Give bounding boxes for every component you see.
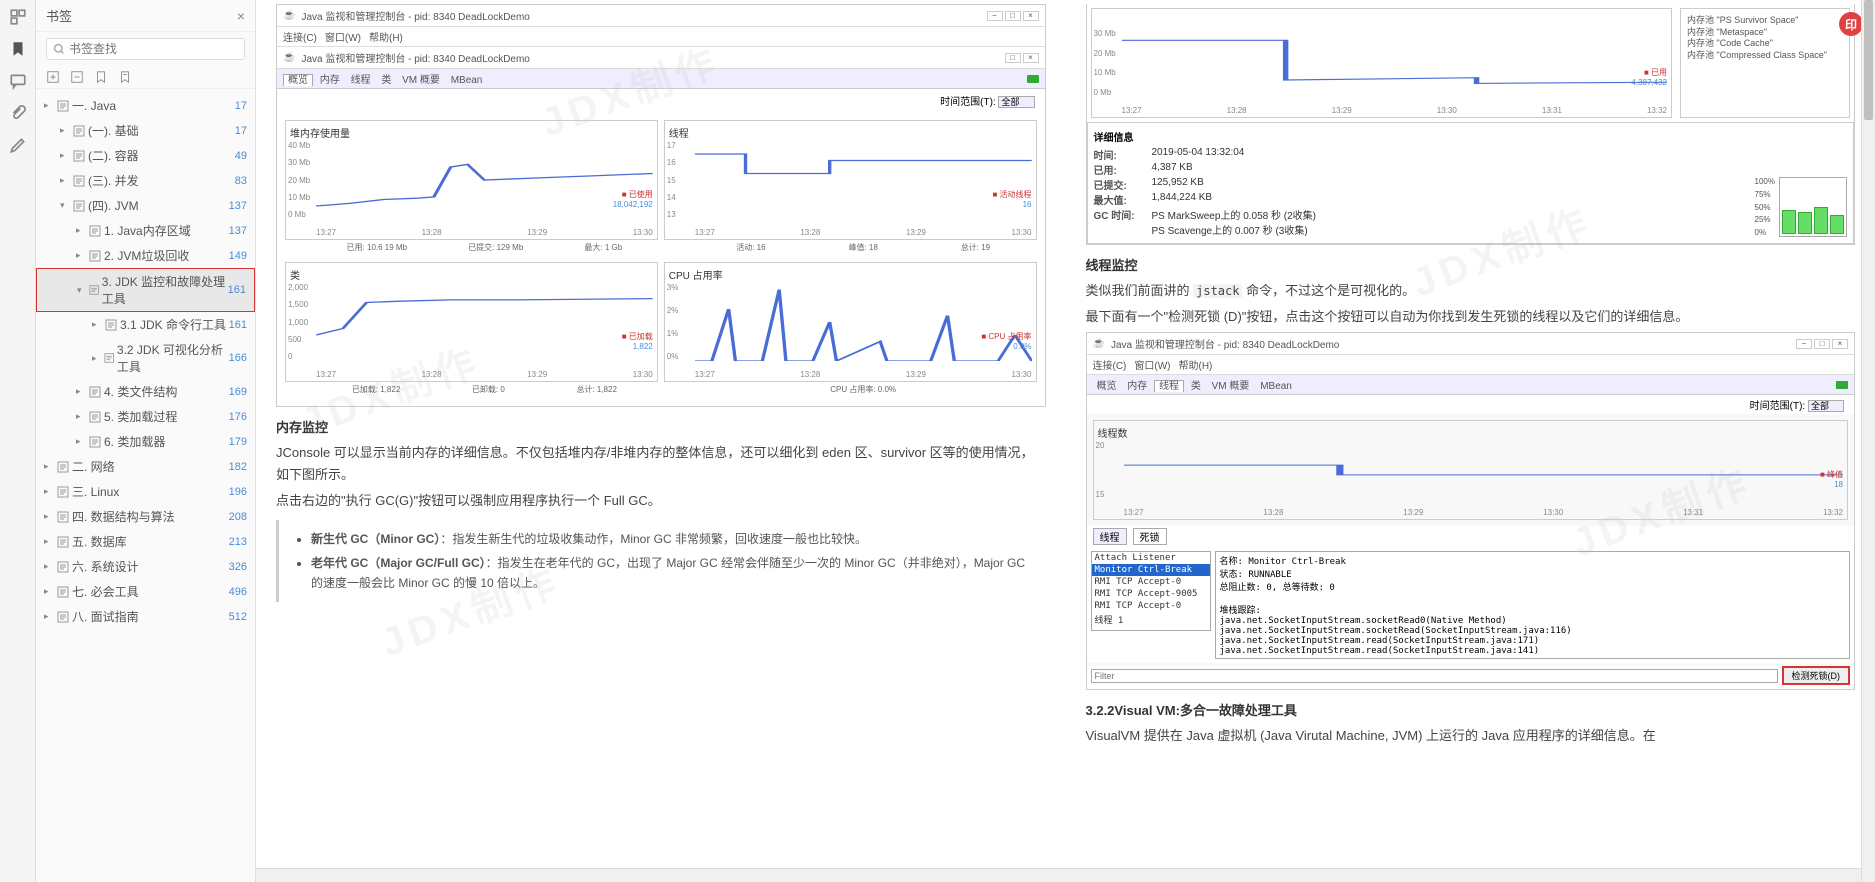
bookmark-sidebar: 书签 × ▸一. Java17▸(一). 基础17▸(二). 容器49▸(三).… [36, 0, 256, 882]
tree-item[interactable]: ▸3.1 JDK 命令行工具161 [36, 312, 255, 337]
thread-para-2: 最下面有一个"检测死锁 (D)"按钮，点击这个按钮可以自动为你找到发生死锁的线程… [1086, 306, 1856, 328]
gc-li-1: 新生代 GC（Minor GC）：指发生新生代的垃圾收集动作，Minor GC … [311, 529, 1034, 549]
close-win-icon[interactable]: × [1023, 11, 1039, 21]
vertical-scrollbar[interactable] [1861, 0, 1875, 882]
tree-item[interactable]: ▸4. 类文件结构169 [36, 379, 255, 404]
bookmark-add-icon[interactable] [94, 70, 108, 84]
tree-item[interactable]: ▸六. 系统设计326 [36, 554, 255, 579]
app-badge-icon[interactable]: 印 [1839, 12, 1863, 36]
tree-item[interactable]: ▾3. JDK 监控和故障处理工具161 [36, 268, 255, 312]
coffee-icon: ☕ [283, 10, 295, 21]
thread-window: ☕Java 监视和管理控制台 - pid: 8340 DeadLockDemo−… [1086, 332, 1856, 690]
sidebar-toolbar [36, 66, 255, 89]
left-column: ☕ Java 监视和管理控制台 - pid: 8340 DeadLockDemo… [276, 0, 1046, 751]
thumbnail-icon[interactable] [9, 8, 27, 26]
tree-item[interactable]: ▸一. Java17 [36, 93, 255, 118]
mem-para-2: 点击右边的"执行 GC(G)"按钮可以强制应用程序执行一个 Full GC。 [276, 490, 1046, 512]
search-input[interactable] [69, 42, 238, 56]
minimize-icon[interactable]: − [987, 11, 1003, 21]
mem-para-1: JConsole 可以显示当前内存的详细信息。不仅包括堆内存/非堆内存的整体信息… [276, 442, 1046, 486]
edit-icon[interactable] [9, 136, 27, 154]
bookmark-tag-icon[interactable] [118, 70, 132, 84]
tree-item[interactable]: ▸2. JVM垃圾回收149 [36, 243, 255, 268]
threads-chart: 线程 1716151413 13:2713:2813:2913:30 ■ 活动线… [664, 120, 1037, 240]
document-content: JDX制作 JDX制作 JDX制作 JDX制作 JDX制作 ☕ Java 监视和… [256, 0, 1875, 882]
bookmark-tree: ▸一. Java17▸(一). 基础17▸(二). 容器49▸(三). 并发83… [36, 89, 255, 882]
maximize-icon[interactable]: □ [1005, 11, 1021, 21]
tree-item[interactable]: ▸3.2 JDK 可视化分析工具166 [36, 337, 255, 379]
tree-item[interactable]: ▸6. 类加载器179 [36, 429, 255, 454]
connect-indicator-icon [1027, 75, 1039, 83]
tree-item[interactable]: ▸(二). 容器49 [36, 143, 255, 168]
cpu-chart: CPU 占用率 3%2%1%0% 13:2713:2813:2913:30 ■ … [664, 262, 1037, 382]
visualvm-heading: 3.2.2Visual VM:多合一故障处理工具 [1086, 700, 1856, 719]
mem-heading: 内存监控 [276, 417, 1046, 436]
detect-deadlock-button[interactable]: 检测死锁(D) [1782, 666, 1851, 685]
tree-item[interactable]: ▸(一). 基础17 [36, 118, 255, 143]
coffee-icon: ☕ [1093, 338, 1105, 349]
filter-input[interactable] [1091, 669, 1778, 683]
visualvm-para: VisualVM 提供在 Java 虚拟机 (Java Virutal Mach… [1086, 725, 1856, 747]
tree-item[interactable]: ▸三. Linux196 [36, 479, 255, 504]
gc-quote: 新生代 GC（Minor GC）：指发生新生代的垃圾收集动作，Minor GC … [276, 520, 1046, 602]
comment-icon[interactable] [9, 72, 27, 90]
tree-item[interactable]: ▸5. 类加载过程176 [36, 404, 255, 429]
sidebar-title: 书签 [46, 6, 72, 25]
mem-line-chart: 30 Mb20 Mb10 Mb0 Mb 13:2713:2813:2913:30… [1091, 8, 1673, 118]
search-input-box[interactable] [46, 38, 245, 60]
inner-coffee-icon: ☕ [283, 52, 295, 63]
range-select[interactable]: 全部 [998, 96, 1034, 108]
left-icon-bar [0, 0, 36, 882]
thread-detail: 名称: Monitor Ctrl-Break 状态: RUNNABLE 总阻止数… [1215, 551, 1851, 659]
tree-item[interactable]: ▸七. 必会工具496 [36, 579, 255, 604]
tree-item[interactable]: ▸五. 数据库213 [36, 529, 255, 554]
thread-list[interactable]: Attach ListenerMonitor Ctrl-BreakRMI TCP… [1091, 551, 1211, 631]
detail-info-panel: 详细信息 时间:2019-05-04 13:32:04已用:4,387 KB已提… [1087, 122, 1855, 244]
bookmark-icon[interactable] [9, 40, 27, 58]
tree-item[interactable]: ▸1. Java内存区域137 [36, 218, 255, 243]
tree-item[interactable]: ▸四. 数据结构与算法208 [36, 504, 255, 529]
right-column: 30 Mb20 Mb10 Mb0 Mb 13:2713:2813:2913:30… [1086, 0, 1856, 751]
heap-chart: 堆内存使用量 40 Mb30 Mb20 Mb10 Mb0 Mb 13:2713:… [285, 120, 658, 240]
horizontal-scrollbar[interactable] [256, 868, 1861, 882]
mem-pool-list: 内存池 "PS Survivor Space"内存池 "Metaspace"内存… [1687, 15, 1843, 62]
mem-detail-window: 30 Mb20 Mb10 Mb0 Mb 13:2713:2813:2913:30… [1086, 4, 1856, 245]
attachment-icon[interactable] [9, 104, 27, 122]
search-icon [53, 43, 65, 55]
collapse-icon[interactable] [70, 70, 84, 84]
thread-count-chart: 线程数 2015 13:2713:2813:2913:3013:3113:32 … [1093, 420, 1849, 520]
usage-bars [1779, 177, 1847, 237]
expand-icon[interactable] [46, 70, 60, 84]
classes-chart: 类 2,0001,5001,0005000 13:2713:2813:2913:… [285, 262, 658, 382]
thread-heading: 线程监控 [1086, 255, 1856, 274]
range-select[interactable]: 全部 [1808, 400, 1844, 412]
tree-item[interactable]: ▸二. 网络182 [36, 454, 255, 479]
tree-item[interactable]: ▸八. 面试指南512 [36, 604, 255, 629]
jconsole-overview-window: ☕ Java 监视和管理控制台 - pid: 8340 DeadLockDemo… [276, 4, 1046, 407]
tree-item[interactable]: ▸(三). 并发83 [36, 168, 255, 193]
gc-li-2: 老年代 GC（Major GC/Full GC）：指发生在老年代的 GC，出现了… [311, 553, 1034, 594]
tree-item[interactable]: ▾(四). JVM137 [36, 193, 255, 218]
close-icon[interactable]: × [237, 8, 245, 24]
thread-para-1: 类似我们前面讲的 jstack 命令，不过这个是可视化的。 [1086, 280, 1856, 302]
jconsole-title: Java 监视和管理控制台 - pid: 8340 DeadLockDemo [301, 8, 529, 23]
